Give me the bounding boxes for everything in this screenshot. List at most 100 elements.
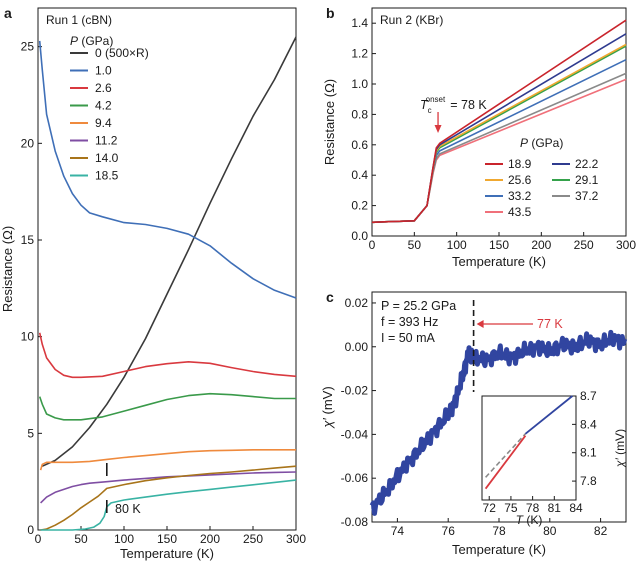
legend-label: 18.9: [508, 157, 532, 171]
panel-b-ylabel: Resistance (Ω): [322, 79, 337, 165]
y-tick-label: 20: [21, 136, 35, 150]
legend-label: 25.6: [508, 173, 532, 187]
inset-xlabel: T (K): [516, 513, 543, 527]
x-tick-label: 300: [286, 532, 306, 546]
legend-label: 1.0: [95, 64, 112, 78]
panel-b: Run 2 (KBr) 0 50 100 150 200 250 3000.00.20.40…: [322, 7, 636, 269]
param-label: f = 393 Hz: [381, 315, 438, 329]
legend-label: 0 (500×R): [95, 46, 149, 60]
x-tick-label: 81: [548, 501, 562, 515]
param-label: P = 25.2 GPa: [381, 299, 456, 313]
panel-c: 74 76 78 80 82-0.08-0.06-0.04-0.020.000.02 7…: [320, 291, 628, 557]
panel-c-params: P = 25.2 GPa f = 393 Hz I = 50 mA: [381, 299, 456, 345]
panel-a-ylabel: Resistance (Ω): [0, 226, 15, 312]
panel-b-legend: 18.9 25.6 33.2 43.5 22.2 29.1 37.2: [485, 157, 599, 219]
x-tick-label: 78: [526, 501, 540, 515]
x-tick-label: 200: [200, 532, 220, 546]
y-tick-label: 15: [21, 233, 35, 247]
y-tick-label: 5: [27, 426, 34, 440]
x-tick-label: 150: [157, 532, 177, 546]
y-tick-label: 0: [27, 523, 34, 537]
legend-label: 43.5: [508, 205, 532, 219]
panel-c-arrow-label: 77 K: [537, 317, 563, 331]
panel-a: Run 1 (cBN) P (GPa) 0 50 100 150 200 250 300 0 5…: [0, 7, 307, 561]
panel-letter-b: b: [326, 5, 335, 21]
legend-label: 29.1: [575, 173, 599, 187]
legend-label: 22.2: [575, 157, 599, 171]
x-tick-label: 250: [243, 532, 263, 546]
legend-label: 37.2: [575, 189, 599, 203]
param-label: I = 50 mA: [381, 331, 436, 345]
panel-a-annotation: 80 K: [115, 502, 141, 516]
inset-frame: [481, 395, 577, 501]
panel-a-title: Run 1 (cBN): [46, 13, 112, 27]
series-line-9.4: [39, 448, 296, 471]
legend-label: 2.6: [95, 81, 112, 95]
panel-b-ticks: 0 50 100 150 200 250 300 0.0 0.2 0.4 0.6 0.8 1.0 1.2 1…: [351, 16, 636, 252]
x-tick-label: 0: [369, 238, 376, 252]
y-tick-label: 1.4: [351, 16, 368, 30]
panel-a-legend-title: P (GPa): [70, 34, 113, 48]
panel-letter-a: a: [4, 5, 12, 21]
y-tick-label: -0.06: [341, 471, 369, 485]
x-tick-label: 72: [483, 501, 497, 515]
series-line-2.6: [38, 332, 297, 379]
panel-b-title: Run 2 (KBr): [380, 13, 443, 27]
panel-c-inset: 72 75 78 81 84 7.8 8.1 8.4 8.7 T (K) χ′ (mV): [481, 389, 627, 527]
y-tick-label: 0.02: [345, 296, 369, 310]
legend-label: 18.5: [95, 169, 119, 183]
x-tick-label: 82: [594, 524, 608, 538]
y-tick-label: 25: [21, 40, 35, 54]
series-line-14.0: [40, 465, 297, 531]
x-tick-label: 50: [74, 532, 88, 546]
panel-b-legend-title: P (GPa): [520, 136, 563, 150]
y-tick-label: 0.00: [345, 340, 369, 354]
legend-label: 33.2: [508, 189, 532, 203]
panel-b-onset-label: Tconset = 78 K: [420, 95, 487, 115]
y-tick-label: 0.0: [351, 229, 368, 243]
y-tick-label: 1.2: [351, 47, 368, 61]
x-tick-label: 75: [504, 501, 518, 515]
inset-ylabel: χ′ (mV): [613, 429, 627, 468]
x-tick-label: 100: [447, 238, 467, 252]
series-line-18.5: [40, 479, 297, 531]
legend-label: 9.4: [95, 116, 112, 130]
panel-b-series: [371, 19, 627, 224]
x-tick-label: 0: [35, 532, 42, 546]
legend-label: 4.2: [95, 99, 112, 113]
panel-c-ylabel: χ′ (mV): [320, 386, 335, 428]
x-tick-label: 78: [492, 524, 506, 538]
y-tick-label: 7.8: [580, 474, 597, 488]
inset-ticks: 72 75 78 81 84 7.8 8.1 8.4 8.7: [483, 389, 597, 515]
panel-a-legend: 0 (500×R) 1.0 2.6 4.2 9.4 11.2 14.0 18.5: [70, 46, 149, 183]
x-tick-label: 200: [531, 238, 551, 252]
x-tick-label: 300: [616, 238, 636, 252]
panel-a-ticks: 0 50 100 150 200 250 300 0 5 10 15 20 25: [21, 40, 307, 546]
x-tick-label: 100: [114, 532, 134, 546]
y-tick-label: 8.1: [580, 446, 597, 460]
series-line-4.2: [38, 392, 296, 421]
series-line-11.2: [40, 471, 297, 504]
y-tick-label: 0.4: [351, 168, 368, 182]
x-tick-label: 150: [489, 238, 509, 252]
legend-label: 14.0: [95, 151, 119, 165]
y-tick-label: 0.6: [351, 138, 368, 152]
x-tick-label: 80: [543, 524, 557, 538]
y-tick-label: 1.0: [351, 77, 368, 91]
y-tick-label: 8.7: [580, 389, 597, 403]
chi-data-line: [371, 336, 627, 510]
panel-c-ticks: 74 76 78 80 82-0.08-0.06-0.04-0.020.000.02: [341, 296, 608, 538]
y-tick-label: 0.2: [351, 199, 368, 213]
x-tick-label: 84: [569, 501, 583, 515]
y-tick-label: 0.8: [351, 107, 368, 121]
panel-b-onset-arrowhead: [434, 125, 442, 133]
x-tick-label: 74: [391, 524, 405, 538]
y-tick-label: 10: [21, 330, 35, 344]
panel-letter-c: c: [326, 289, 334, 305]
x-tick-label: 50: [408, 238, 422, 252]
inset-data-line: [524, 395, 573, 435]
series-line-1.0: [38, 40, 297, 299]
inset-extrapolation-dashed: [485, 433, 526, 478]
inset-fit-line: [484, 435, 527, 490]
